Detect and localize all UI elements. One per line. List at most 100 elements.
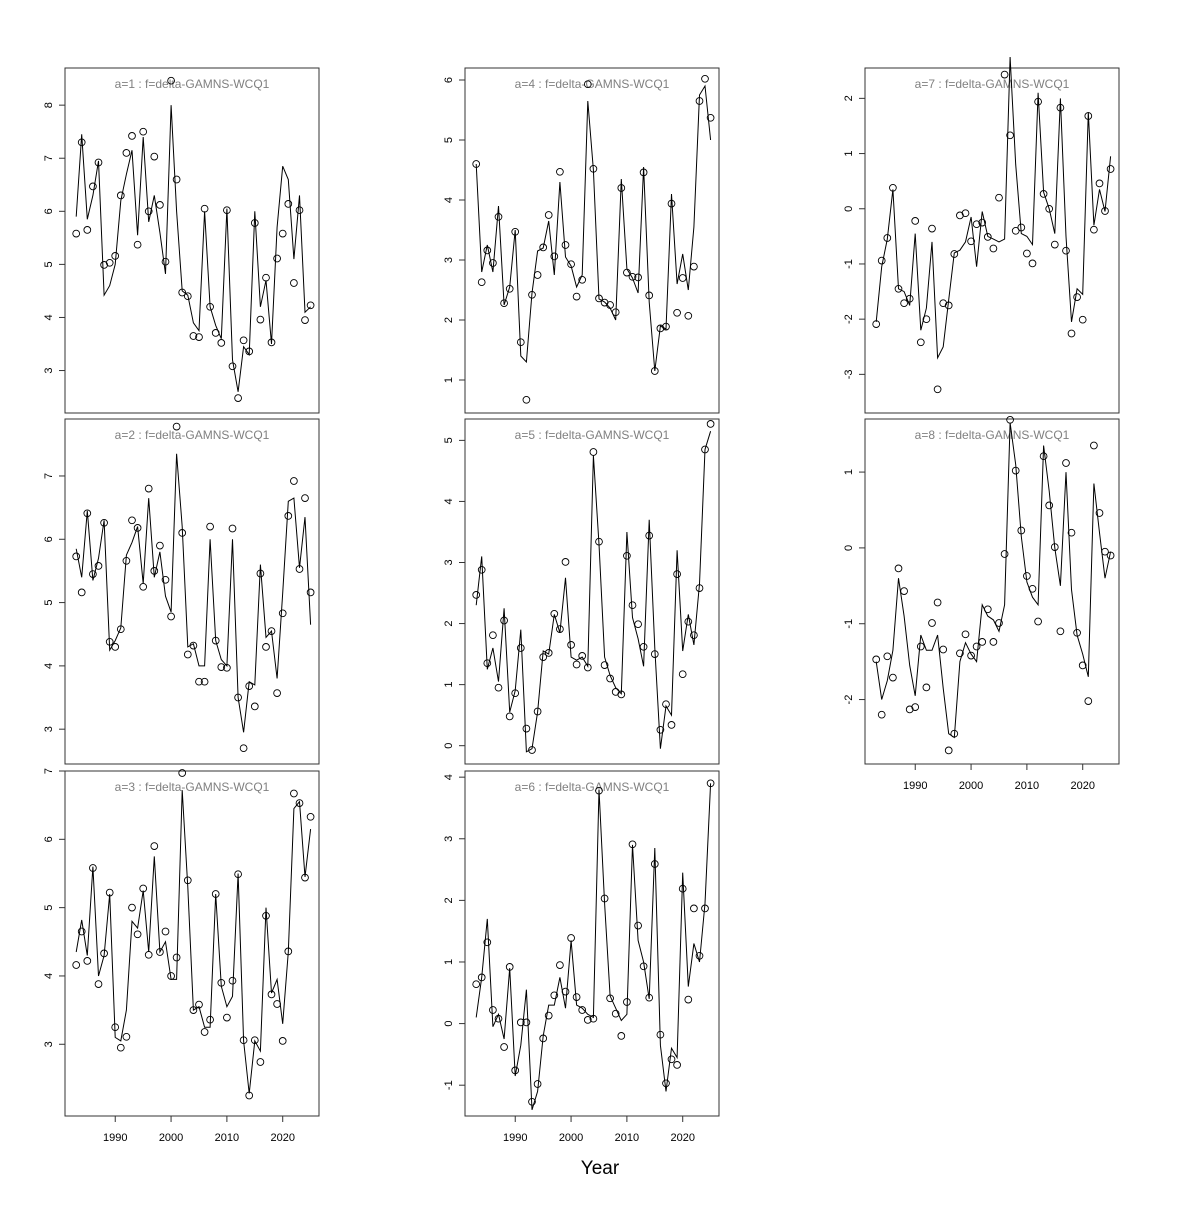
observed-point (634, 620, 642, 629)
observed-point (989, 244, 998, 253)
observed-point (928, 224, 936, 233)
observed-point (1090, 225, 1098, 234)
chart-panel: a=2 : f=delta-GAMNS-WCQ1 3 4 5 6 7 (43, 418, 320, 765)
chart-panel: a=7 : f=delta-GAMNS-WCQ1 -3 -2 -1 0 1 2 (843, 56, 1120, 414)
x-tick-label: 2000 (559, 1132, 583, 1144)
observed-point (1095, 509, 1104, 517)
observed-point (662, 1079, 670, 1088)
observed-point (100, 518, 108, 527)
observed-point (916, 642, 925, 651)
observed-point (872, 320, 881, 328)
observed-point (234, 693, 242, 702)
fitted-line (475, 783, 712, 1110)
observed-point (662, 322, 670, 331)
observed-point (217, 339, 226, 347)
observed-point (522, 395, 531, 404)
observed-point (883, 652, 892, 661)
observed-point (267, 990, 276, 999)
observed-point (639, 642, 648, 651)
observed-point (472, 980, 481, 989)
observed-point (656, 725, 665, 734)
observed-point (83, 226, 92, 234)
observed-point (211, 329, 220, 337)
observed-point (639, 962, 648, 971)
y-tick-label: 4 (43, 314, 55, 320)
y-tick-label: 5 (43, 600, 55, 606)
observed-point (306, 301, 315, 310)
observed-point (505, 284, 514, 293)
fitted-line (475, 84, 712, 372)
y-tick-label: 6 (43, 836, 55, 842)
observed-point (1101, 207, 1109, 215)
observed-point (1006, 415, 1014, 424)
y-tick-label: -2 (843, 314, 855, 324)
observed-point (1028, 259, 1037, 268)
observed-point (905, 705, 914, 714)
observed-point (144, 950, 153, 959)
observed-point (239, 1036, 248, 1045)
observed-point (94, 562, 103, 570)
observed-point (1073, 293, 1081, 301)
observed-point (889, 673, 897, 682)
observed-point (72, 552, 81, 561)
observed-point (606, 674, 614, 683)
observed-point (617, 1032, 626, 1040)
observed-point (172, 422, 181, 431)
chart-panel: a=3 : f=delta-GAMNS-WCQ1 3 4 5 6 7 1990 2000 201… (43, 768, 320, 1144)
observed-point (667, 721, 676, 729)
observed-point (1011, 466, 1020, 475)
observed-point (500, 1043, 508, 1051)
y-tick-label: 5 (43, 905, 55, 911)
observed-point (77, 927, 86, 936)
observed-point (628, 840, 637, 849)
observed-point (1106, 551, 1115, 560)
observed-point (695, 951, 704, 960)
observed-point (567, 260, 575, 269)
y-tick-label: 3 (43, 1041, 55, 1047)
chart-title: a=6 : f=delta-GAMNS-WCQ1 (515, 780, 670, 794)
observed-point (290, 789, 298, 798)
y-tick-label: 4 (43, 973, 55, 979)
observed-point (667, 199, 676, 208)
x-tick-label: 1990 (103, 1132, 127, 1144)
observed-point (939, 299, 948, 308)
observed-point (983, 233, 992, 241)
observed-point (623, 998, 631, 1006)
observed-point (156, 948, 164, 956)
observed-point (245, 682, 254, 690)
observed-point (623, 268, 631, 277)
x-tick-label: 1990 (503, 1132, 527, 1144)
y-tick-label: 7 (43, 768, 55, 774)
observed-point (472, 591, 481, 599)
observed-point (167, 612, 175, 621)
observed-point (978, 638, 987, 646)
observed-point (77, 138, 86, 147)
observed-point (128, 132, 136, 140)
y-tick-label: 4 (43, 663, 55, 669)
observed-point (983, 605, 992, 614)
observed-point (533, 271, 542, 279)
observed-point (1062, 459, 1070, 467)
plot-frame (864, 418, 1120, 765)
observed-point (595, 294, 603, 303)
y-tick-label: -1 (843, 619, 855, 629)
x-tick-label: 2000 (959, 780, 983, 792)
observed-point (133, 930, 142, 939)
plot-frame (64, 418, 320, 765)
x-tick-label: 2000 (159, 1132, 183, 1144)
chart-title: a=7 : f=delta-GAMNS-WCQ1 (915, 77, 1070, 91)
x-tick-label: 2010 (1015, 780, 1039, 792)
observed-point (928, 619, 936, 627)
observed-point (211, 636, 220, 645)
y-tick-label: 8 (43, 102, 55, 108)
observed-point (290, 279, 298, 287)
observed-point (522, 724, 531, 733)
observed-point (505, 712, 514, 721)
fitted-line (875, 422, 1112, 739)
observed-point (1050, 240, 1059, 249)
observed-point (939, 645, 948, 654)
observed-point (684, 995, 693, 1004)
observed-point (556, 961, 564, 969)
observed-point (561, 241, 570, 249)
